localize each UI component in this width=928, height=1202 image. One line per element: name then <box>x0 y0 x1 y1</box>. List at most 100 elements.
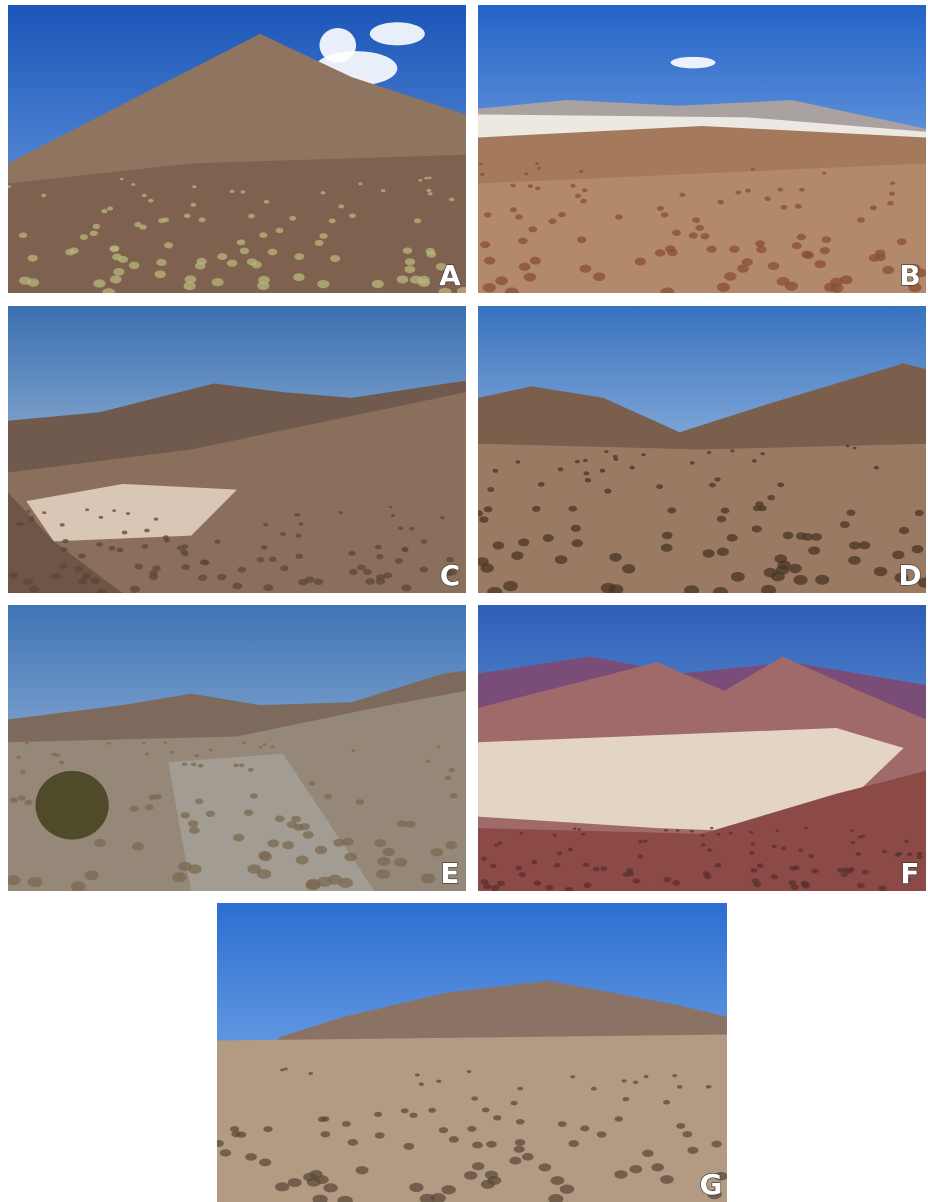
shrub <box>163 741 168 745</box>
shrub <box>796 233 807 241</box>
shrub <box>632 878 641 884</box>
panel-label: C <box>440 559 461 592</box>
shrub <box>784 281 799 291</box>
shrub <box>637 854 644 859</box>
shrub <box>18 232 28 239</box>
shrub <box>654 249 666 257</box>
shrub <box>26 510 31 514</box>
shrub <box>700 833 705 837</box>
shrub <box>405 820 416 828</box>
panel-label: D <box>898 559 921 592</box>
shrub <box>305 879 321 891</box>
shrub <box>478 510 483 517</box>
shrub <box>761 584 777 593</box>
shrub <box>916 851 923 856</box>
shrub <box>295 533 302 538</box>
shrub <box>916 854 923 860</box>
shrub <box>93 279 106 288</box>
shrub <box>542 534 554 542</box>
shrub <box>504 287 519 293</box>
shrub <box>510 183 516 188</box>
shrub <box>401 546 409 552</box>
shrub <box>427 176 432 180</box>
shrub <box>892 550 905 560</box>
shrub <box>845 444 850 448</box>
shrub <box>914 509 924 517</box>
shrub <box>355 1166 369 1175</box>
shrub <box>780 204 788 210</box>
shrub <box>9 797 18 804</box>
shrub <box>576 236 587 244</box>
shrub <box>830 277 843 287</box>
shrub <box>692 217 701 224</box>
shrub <box>217 253 228 261</box>
shrub <box>176 545 184 551</box>
shrub <box>702 549 715 558</box>
shrub <box>236 239 246 246</box>
shrub <box>141 544 149 549</box>
shrub <box>663 1100 671 1105</box>
shrub <box>557 467 564 472</box>
shrub <box>755 240 765 248</box>
shrub <box>295 553 304 559</box>
shrub <box>487 586 503 593</box>
shrub <box>903 877 911 883</box>
shrub <box>509 1156 522 1165</box>
shrub <box>660 1175 674 1184</box>
shrub <box>8 572 18 579</box>
shrub <box>801 250 813 259</box>
shrub <box>613 457 619 461</box>
shrub <box>850 829 855 832</box>
shrub <box>16 755 22 759</box>
shrub <box>256 557 265 563</box>
shrub <box>398 526 404 531</box>
shrub <box>467 1125 477 1132</box>
shrub <box>770 571 785 582</box>
shrub <box>756 863 764 868</box>
shrub <box>313 578 324 586</box>
shrub <box>101 208 108 214</box>
shrub <box>141 741 146 745</box>
shrub <box>755 501 764 508</box>
shrub <box>536 166 541 170</box>
shrub <box>92 223 101 229</box>
shrub <box>59 523 65 527</box>
shrub <box>29 516 35 520</box>
label-box: E <box>440 856 460 890</box>
shrub <box>608 584 624 593</box>
shrub <box>70 881 86 891</box>
shrub <box>771 844 778 849</box>
terrain <box>168 753 375 891</box>
shrub <box>574 193 581 199</box>
shrub <box>857 835 862 839</box>
shrub <box>131 183 136 187</box>
terrain <box>217 1034 727 1202</box>
shrub <box>514 1139 526 1146</box>
shrub <box>756 245 767 254</box>
shrub <box>679 192 686 198</box>
shrub <box>236 1131 247 1138</box>
shrub <box>767 494 776 501</box>
shrub <box>404 258 416 266</box>
shrub <box>724 272 737 281</box>
shrub <box>846 509 856 516</box>
shrub <box>528 226 538 233</box>
shrub <box>188 826 200 835</box>
shrub <box>396 275 409 284</box>
shrub <box>409 1182 424 1193</box>
shrub <box>777 187 784 192</box>
shrub <box>233 833 245 842</box>
shrub <box>108 545 116 551</box>
shrub <box>717 199 724 205</box>
shrub <box>660 287 675 293</box>
shrub <box>808 546 821 555</box>
shrub <box>178 861 192 872</box>
shrub <box>804 826 808 830</box>
shrub <box>811 868 819 874</box>
shrub <box>801 881 810 887</box>
shrub <box>314 239 324 246</box>
shrub <box>704 874 712 880</box>
shrub <box>374 544 382 550</box>
shrub <box>799 187 805 192</box>
